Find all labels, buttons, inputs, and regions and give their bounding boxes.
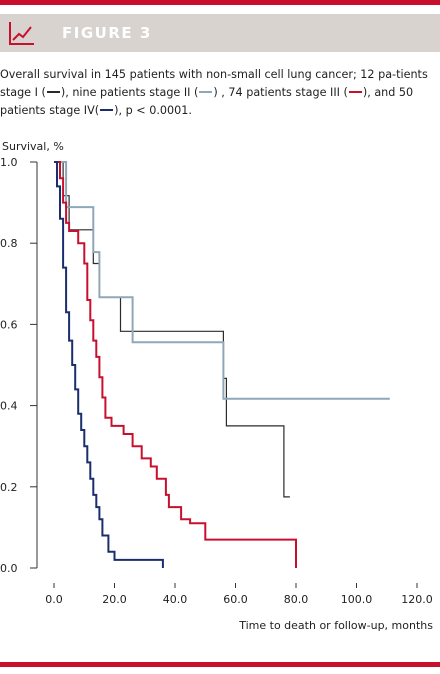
stage-iv-swatch [100,109,114,111]
x-tick-label: 20.0 [102,593,127,606]
x-tick-label: 120.0 [401,593,433,606]
figure-caption: Overall survival in 145 patients with no… [0,66,434,120]
x-tick-label: 0.0 [45,593,63,606]
figure-label: FIGURE 3 [62,24,152,42]
caption-text-5: ), p < 0.0001. [114,104,192,117]
stage-i-swatch [46,91,60,93]
stage-ii-swatch [199,91,213,93]
series-line-stage-iii [54,161,297,568]
series-line-stage-i [54,161,290,498]
y-tick-label: 0.4 [0,400,18,413]
x-tick-label: 100.0 [341,593,373,606]
caption-text-1: Overall survival in 145 patients with no… [0,68,428,99]
stage-iii-swatch [348,91,362,93]
y-tick-label: 0.6 [0,318,18,331]
y-tick-label: 0.8 [0,237,18,250]
y-axis-label: Survival, % [2,140,64,153]
caption-text-4: ), and 50 patients stage IV( [0,86,414,117]
x-axis-label: Time to death or follow-up, months [238,619,433,632]
top-accent-rule [0,0,440,5]
survival-chart: Survival, % Time to death or follow-up, … [0,140,433,632]
caption-text-2: ), nine patients stage II ( [60,86,199,99]
series-line-stage-ii [54,161,390,400]
x-tick-label: 40.0 [163,593,188,606]
y-tick-label: 0.0 [0,562,18,575]
figure-header: FIGURE 3 [0,14,440,52]
x-tick-label: 80.0 [284,593,309,606]
x-tick-label: 60.0 [223,593,248,606]
caption-text-3: ) , 74 patients stage III ( [213,86,348,99]
y-tick-label: 0.2 [0,481,18,494]
y-tick-label: 1.0 [0,156,18,169]
line-chart-icon [9,22,34,45]
series-line-stage-iv [54,161,164,568]
bottom-accent-rule [0,662,440,667]
